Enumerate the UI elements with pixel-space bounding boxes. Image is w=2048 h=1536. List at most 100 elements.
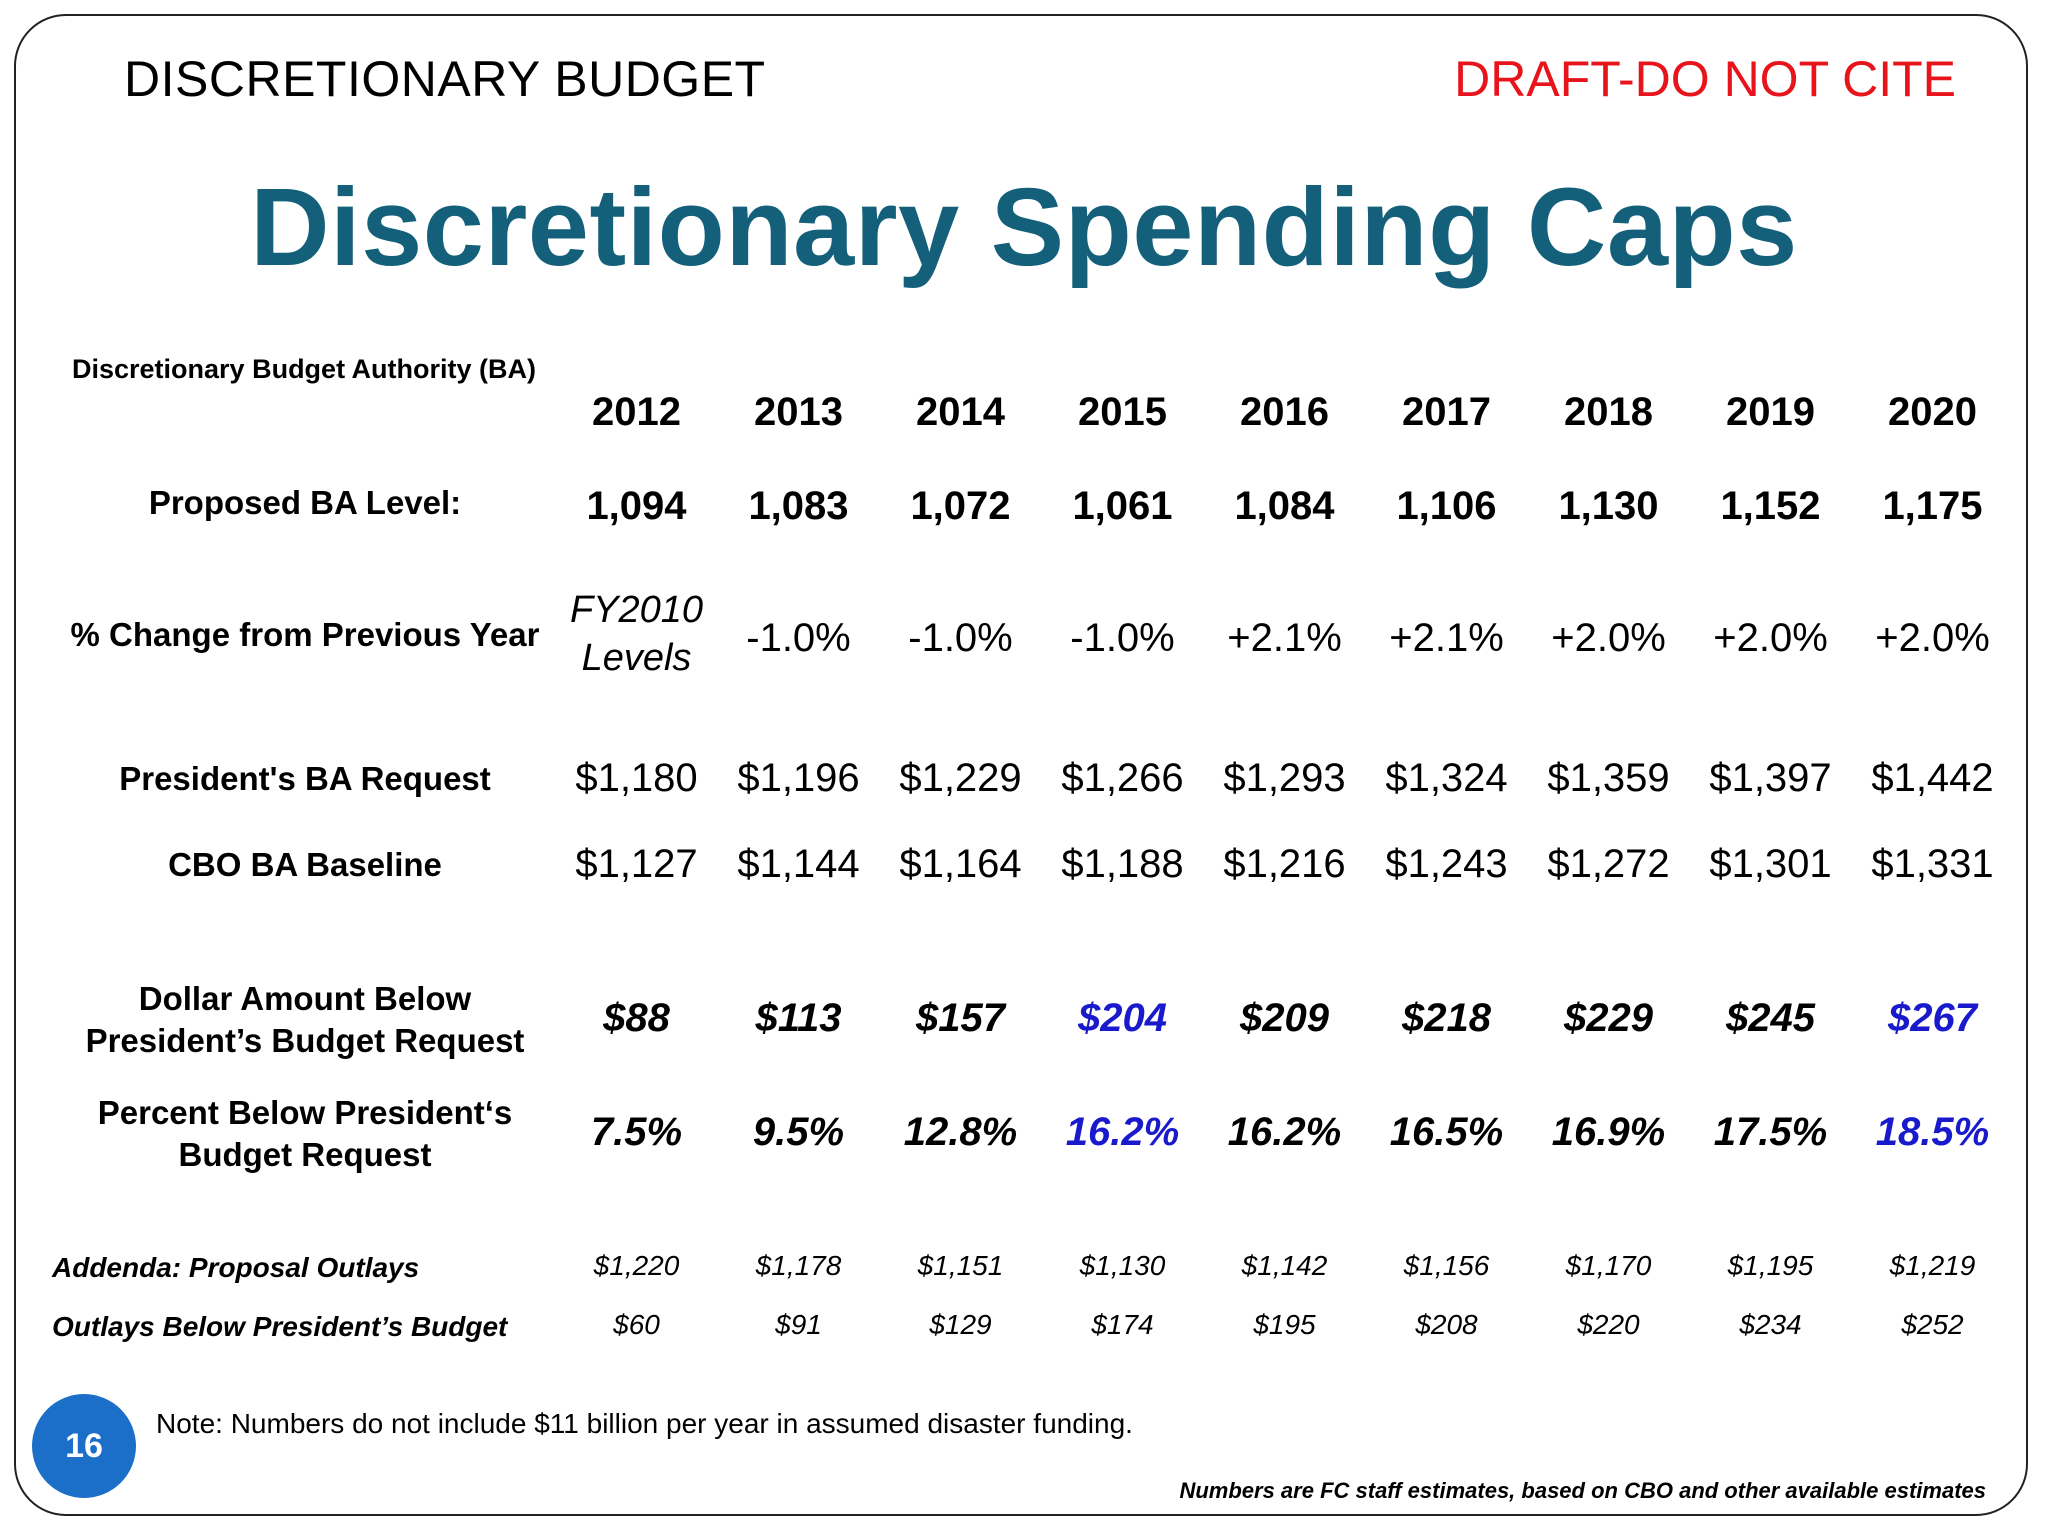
cbo-cell-2013: $1,144 [737, 842, 860, 886]
table-caption: Discretionary Budget Authority (BA) [72, 354, 537, 384]
cbo-cell-2018: $1,272 [1547, 842, 1670, 886]
slide-title: Discretionary Spending Caps [250, 166, 1798, 289]
addenda-cell-2015: $1,130 [1079, 1250, 1166, 1281]
cbo-cell-2016: $1,216 [1223, 842, 1346, 886]
percent-below-cell-2016: 16.2% [1227, 1110, 1342, 1154]
addenda-cell-2019: $1,195 [1727, 1250, 1814, 1281]
cbo-cell-2020: $1,331 [1871, 842, 1994, 886]
outlays-below-cell-2020: $252 [1901, 1309, 1964, 1340]
change-cell-2018: +2.0% [1551, 616, 1666, 660]
row-label-dollar-below: Dollar Amount Below President’s Budget R… [60, 978, 550, 1062]
change-cell-2012-line2: Levels [581, 637, 692, 679]
row-label-dollar-below-line2: President’s Budget Request [85, 1022, 525, 1059]
year-header-2015: 2015 [1078, 390, 1167, 434]
percent-below-cell-2020: 18.5% [1875, 1110, 1990, 1154]
row-label-change: % Change from Previous Year [70, 616, 540, 653]
proposed-cell-2020: 1,175 [1882, 484, 1983, 528]
outlays-below-cell-2019: $234 [1739, 1309, 1802, 1340]
cbo-cell-2015: $1,188 [1061, 842, 1184, 886]
outlays-below-cell-2012: $60 [613, 1309, 660, 1340]
year-header-2018: 2018 [1564, 390, 1653, 434]
addenda-cell-2014: $1,151 [917, 1250, 1004, 1281]
change-cell-2020: +2.0% [1875, 616, 1990, 660]
change-cell-2016: +2.1% [1227, 616, 1342, 660]
row-label-president: President's BA Request [119, 760, 491, 797]
row-label-proposed: Proposed BA Level: [148, 484, 462, 521]
year-header-2012: 2012 [592, 390, 681, 434]
dollar-below-cell-2019: $245 [1726, 996, 1815, 1040]
slide-number-badge: 16 [32, 1394, 136, 1498]
addenda-cell-2013: $1,178 [755, 1250, 842, 1281]
outlays-below-cell-2016: $195 [1253, 1309, 1316, 1340]
percent-below-cell-2012: 7.5% [590, 1110, 683, 1154]
dollar-below-cell-2013: $113 [755, 996, 842, 1040]
change-cell-2012-line1: FY2010 [569, 589, 704, 631]
row-label-percent-below-line2: Budget Request [178, 1136, 432, 1173]
header-left: DISCRETIONARY BUDGET [124, 51, 766, 107]
president-cell-2015: $1,266 [1061, 756, 1184, 800]
row-label-outlays-below: Outlays Below President’s Budget [52, 1311, 508, 1342]
year-header-2014: 2014 [916, 390, 1005, 434]
proposed-cell-2015: 1,061 [1072, 484, 1173, 528]
addenda-cell-2016: $1,142 [1241, 1250, 1328, 1281]
outlays-below-cell-2018: $220 [1577, 1309, 1640, 1340]
row-label-percent-below-line1: Percent Below President‘s [97, 1094, 513, 1131]
percent-below-cell-2015: 16.2% [1065, 1110, 1180, 1154]
percent-below-cell-2019: 17.5% [1713, 1110, 1828, 1154]
year-header-2017: 2017 [1402, 390, 1491, 434]
draft-warning: DRAFT-DO NOT CITE [1454, 51, 1956, 107]
outlays-below-cell-2017: $208 [1415, 1309, 1478, 1340]
slide-frame [14, 14, 2028, 1516]
change-cell-2014: -1.0% [908, 616, 1013, 660]
percent-below-cell-2014: 12.8% [903, 1110, 1018, 1154]
change-cell-2012: FY2010 Levels [555, 586, 718, 682]
proposed-cell-2017: 1,106 [1396, 484, 1497, 528]
dollar-below-cell-2018: $229 [1564, 996, 1653, 1040]
proposed-cell-2014: 1,072 [910, 484, 1011, 528]
president-cell-2016: $1,293 [1223, 756, 1346, 800]
addenda-cell-2020: $1,219 [1889, 1250, 1976, 1281]
proposed-cell-2016: 1,084 [1234, 484, 1335, 528]
dollar-below-cell-2014: $157 [916, 996, 1005, 1040]
percent-below-cell-2017: 16.5% [1389, 1110, 1504, 1154]
addenda-cell-2018: $1,170 [1565, 1250, 1652, 1281]
dollar-below-cell-2020: $267 [1888, 996, 1977, 1040]
outlays-below-cell-2015: $174 [1091, 1309, 1154, 1340]
year-header-2016: 2016 [1240, 390, 1329, 434]
president-cell-2014: $1,229 [899, 756, 1022, 800]
proposed-cell-2012: 1,094 [586, 484, 687, 528]
percent-below-cell-2018: 16.9% [1551, 1110, 1666, 1154]
change-cell-2015: -1.0% [1070, 616, 1175, 660]
cbo-cell-2014: $1,164 [899, 842, 1022, 886]
addenda-cell-2012: $1,220 [593, 1250, 680, 1281]
proposed-cell-2019: 1,152 [1720, 484, 1821, 528]
cbo-cell-2017: $1,243 [1385, 842, 1508, 886]
dollar-below-cell-2016: $209 [1240, 996, 1329, 1040]
outlays-below-cell-2014: $129 [929, 1309, 992, 1340]
percent-below-cell-2013: 9.5% [752, 1110, 845, 1154]
row-label-addenda: Addenda: Proposal Outlays [52, 1252, 420, 1283]
cbo-cell-2012: $1,127 [575, 842, 698, 886]
addenda-cell-2017: $1,156 [1403, 1250, 1490, 1281]
disaster-funding-note: Note: Numbers do not include $11 billion… [156, 1408, 1133, 1439]
row-label-cbo: CBO BA Baseline [168, 846, 442, 883]
change-cell-2017: +2.1% [1389, 616, 1504, 660]
year-header-2013: 2013 [754, 390, 843, 434]
president-cell-2018: $1,359 [1547, 756, 1670, 800]
outlays-below-cell-2013: $91 [775, 1309, 822, 1340]
president-cell-2017: $1,324 [1385, 756, 1508, 800]
cbo-cell-2019: $1,301 [1709, 842, 1832, 886]
dollar-below-cell-2012: $88 [603, 996, 670, 1040]
change-cell-2019: +2.0% [1713, 616, 1828, 660]
row-label-percent-below: Percent Below President‘s Budget Request [60, 1092, 550, 1176]
year-header-2019: 2019 [1726, 390, 1815, 434]
change-cell-2013: -1.0% [746, 616, 851, 660]
president-cell-2019: $1,397 [1709, 756, 1832, 800]
row-label-dollar-below-line1: Dollar Amount Below [138, 980, 472, 1017]
president-cell-2012: $1,180 [575, 756, 698, 800]
proposed-cell-2013: 1,083 [748, 484, 849, 528]
dollar-below-cell-2015: $204 [1078, 996, 1167, 1040]
proposed-cell-2018: 1,130 [1558, 484, 1659, 528]
year-header-2020: 2020 [1888, 390, 1977, 434]
president-cell-2013: $1,196 [737, 756, 860, 800]
